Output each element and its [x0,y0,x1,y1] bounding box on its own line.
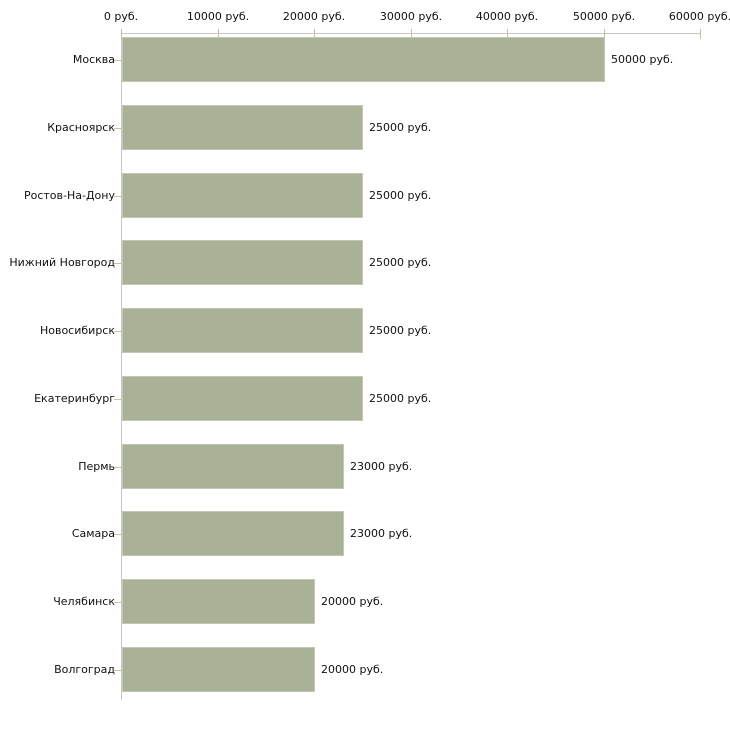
bar [122,308,363,353]
bar [122,105,363,150]
value-label: 25000 руб. [369,392,432,405]
category-label: Волгоград [54,663,115,676]
category-label: Красноярск [47,121,115,134]
category-tick-mark [114,467,121,468]
value-label: 25000 руб. [369,189,432,202]
x-axis-tick-mark [700,29,701,39]
category-label: Самара [71,527,115,540]
category-tick-mark [114,670,121,671]
x-axis-tick-label: 50000 руб. [572,10,636,23]
bar [122,647,315,692]
category-tick-mark [114,602,121,603]
category-label: Екатеринбург [34,392,115,405]
x-axis-tick-mark [218,29,219,39]
x-axis-tick-mark [121,29,122,39]
value-label: 23000 руб. [350,527,413,540]
category-tick-mark [114,399,121,400]
x-axis-tick-mark [411,29,412,39]
bar [122,579,315,624]
category-label: Москва [72,53,115,66]
bar [122,444,344,489]
bar [122,511,344,556]
value-label: 25000 руб. [369,256,432,269]
x-axis-tick-mark [314,29,315,39]
x-axis-tick-mark [507,29,508,39]
x-axis-tick-label: 30000 руб. [379,10,443,23]
value-label: 50000 руб. [611,53,674,66]
bar [122,173,363,218]
x-axis-tick-label: 60000 руб. [668,10,730,23]
category-label: Ростов-На-Дону [23,189,115,202]
category-label: Нижний Новгород [9,256,115,269]
x-axis-tick-label: 10000 руб. [186,10,250,23]
bar [122,376,363,421]
category-label: Новосибирск [39,324,115,337]
value-label: 25000 руб. [369,121,432,134]
category-label: Челябинск [53,595,115,608]
category-label: Пермь [78,460,115,473]
category-tick-mark [114,60,121,61]
category-tick-mark [114,534,121,535]
value-label: 20000 руб. [321,663,384,676]
category-tick-mark [114,196,121,197]
bar [122,37,605,82]
category-tick-mark [114,263,121,264]
bar [122,240,363,285]
value-label: 20000 руб. [321,595,384,608]
x-axis-tick-label: 20000 руб. [282,10,346,23]
x-axis-tick-label: 40000 руб. [475,10,539,23]
x-axis-tick-mark [604,29,605,39]
y-axis-line [121,33,122,700]
category-tick-mark [114,331,121,332]
value-label: 23000 руб. [350,460,413,473]
x-axis-tick-label: 0 руб. [103,10,139,23]
category-tick-mark [114,128,121,129]
value-label: 25000 руб. [369,324,432,337]
